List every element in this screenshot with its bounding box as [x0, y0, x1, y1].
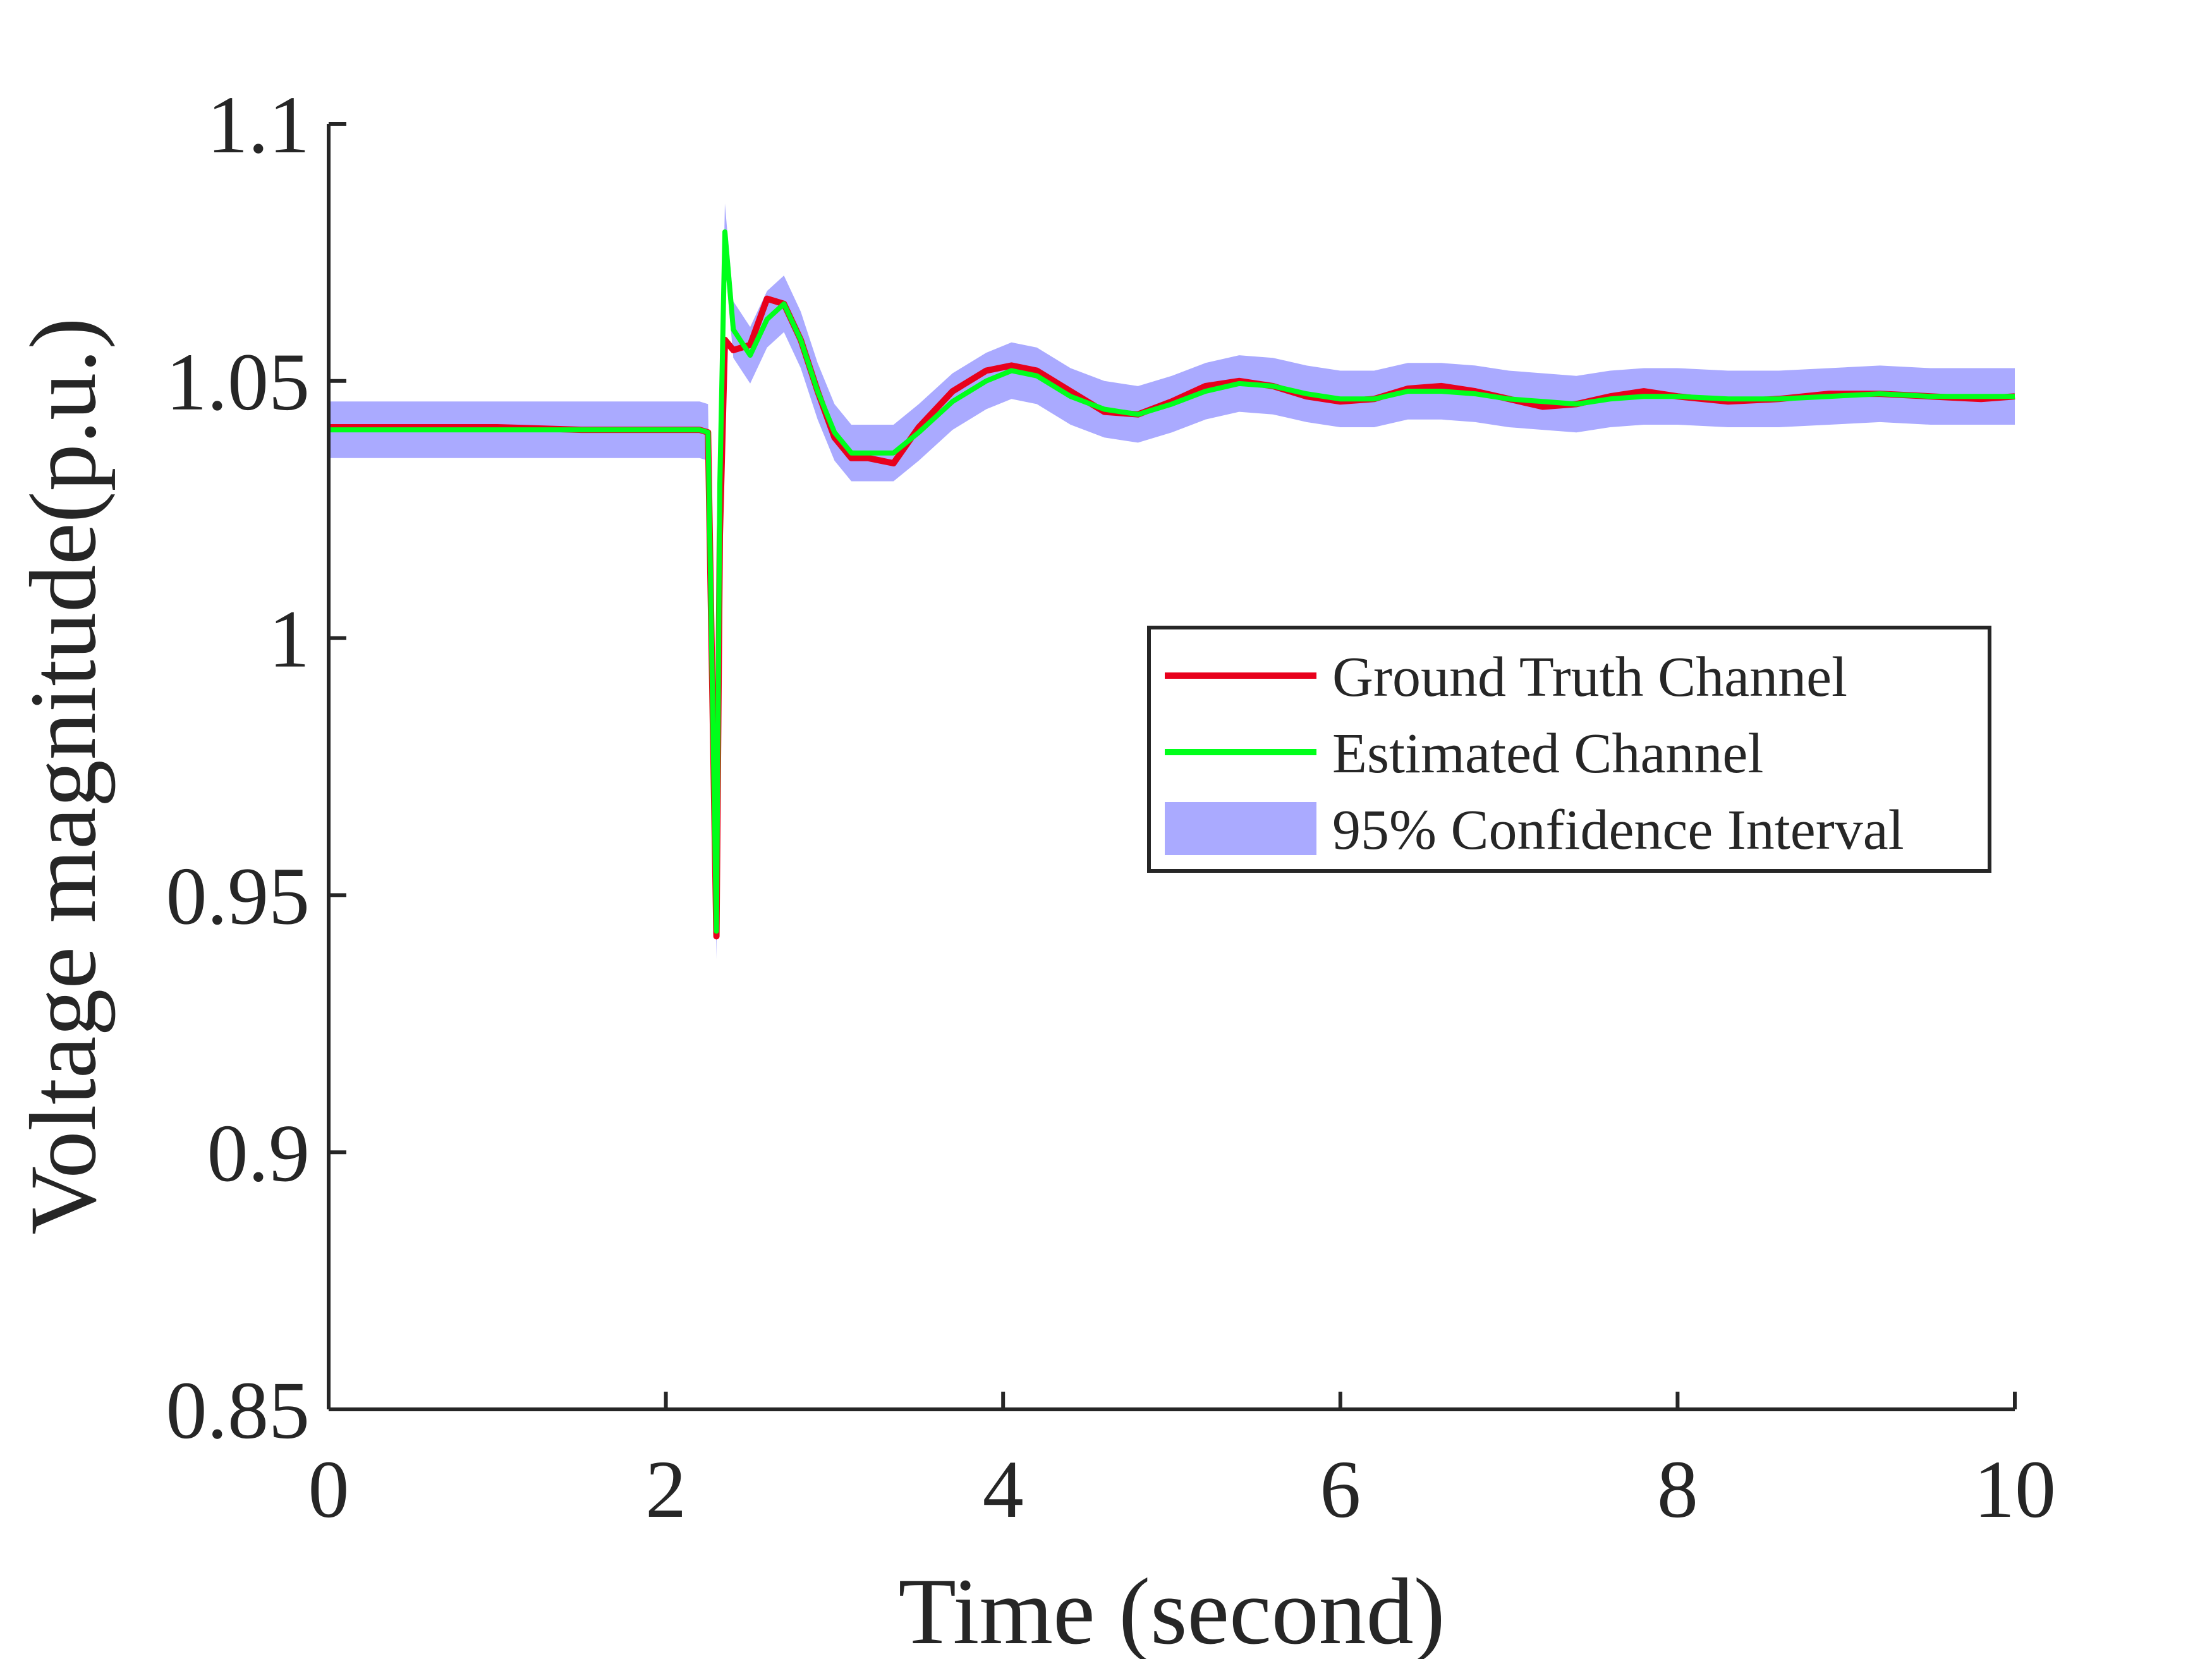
- x-ticks: 0 2 4 6 8 10: [308, 1392, 2056, 1535]
- estimated-line: [329, 229, 2015, 934]
- axes: 0 2 4 6 8 10 0.85 0.9 0.95 1 1.05 1.1: [166, 80, 2057, 1535]
- y-tick-label: 1.1: [207, 80, 310, 171]
- x-tick-label: 6: [1320, 1444, 1361, 1535]
- x-tick-label: 10: [1974, 1444, 2056, 1535]
- plot-area: [329, 204, 2015, 960]
- legend-confidence-swatch: [1165, 802, 1316, 855]
- x-tick-label: 2: [645, 1444, 686, 1535]
- y-tick-label: 1.05: [166, 337, 310, 428]
- y-axis-title: Voltage magnitude(p.u.): [11, 317, 116, 1234]
- x-tick-label: 0: [308, 1444, 349, 1535]
- y-ticks: 0.85 0.9 0.95 1 1.05 1.1: [166, 80, 346, 1456]
- x-axis-title: Time (second): [898, 1559, 1445, 1659]
- legend-confidence-label: 95% Confidence Interval: [1332, 799, 1904, 861]
- legend-ground-truth-label: Ground Truth Channel: [1332, 646, 1847, 708]
- y-tick-label: 0.85: [166, 1365, 310, 1456]
- legend: Ground Truth Channel Estimated Channel 9…: [1147, 626, 1991, 873]
- y-tick-label: 1: [269, 594, 310, 685]
- x-tick-label: 8: [1657, 1444, 1698, 1535]
- y-tick-label: 0.95: [166, 851, 310, 942]
- confidence-interval-band: [329, 204, 2015, 960]
- y-tick-label: 0.9: [207, 1108, 310, 1199]
- legend-estimated-label: Estimated Channel: [1332, 722, 1763, 785]
- x-tick-label: 4: [983, 1444, 1024, 1535]
